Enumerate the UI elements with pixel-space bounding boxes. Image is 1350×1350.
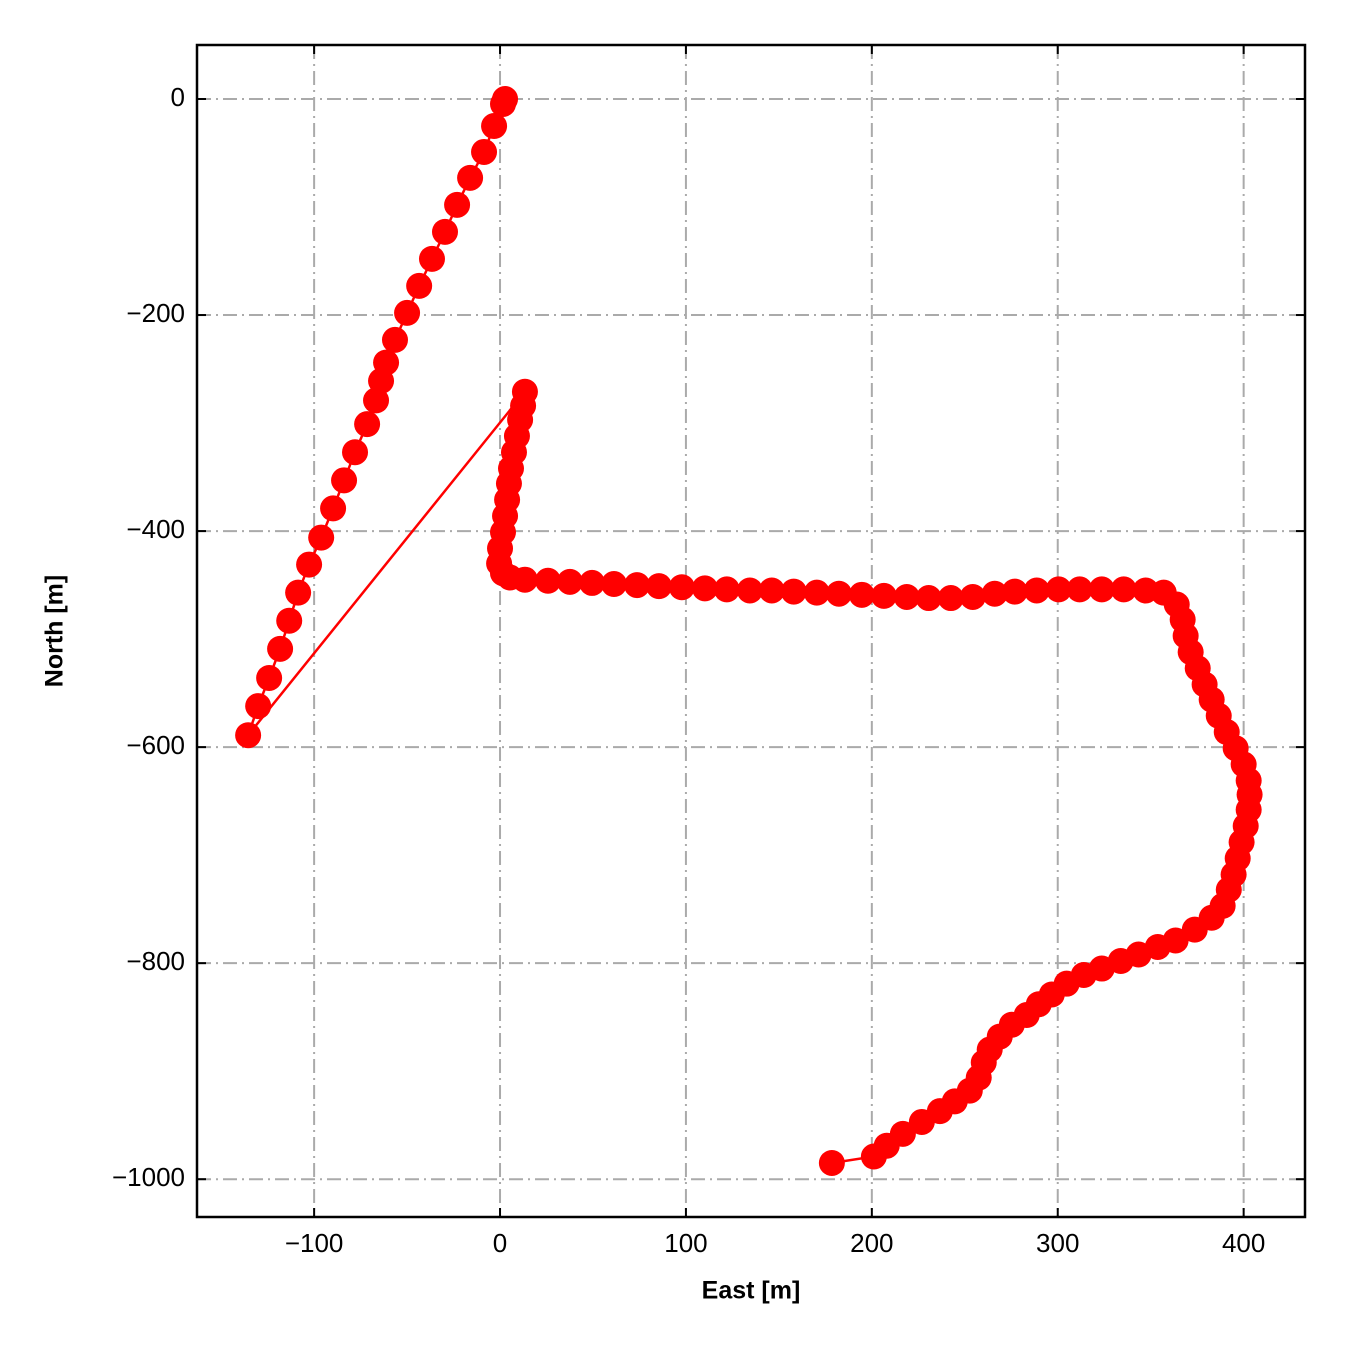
x-tick-label: 300 <box>1036 1228 1079 1258</box>
point <box>893 583 920 610</box>
y-tick-label: −200 <box>126 298 185 328</box>
point <box>511 566 538 593</box>
point <box>981 580 1008 607</box>
point <box>959 583 986 610</box>
x-tick-label: −100 <box>285 1228 344 1258</box>
point <box>276 607 303 634</box>
point <box>825 580 852 607</box>
point <box>1045 576 1072 603</box>
point <box>431 218 458 245</box>
point <box>1088 576 1115 603</box>
x-tick-label: 200 <box>850 1228 893 1258</box>
point <box>235 722 262 749</box>
point <box>245 693 272 720</box>
point <box>780 578 807 605</box>
point <box>848 581 875 608</box>
point <box>600 571 627 598</box>
point <box>624 572 651 599</box>
y-tick-label: −400 <box>126 514 185 544</box>
point <box>937 585 964 612</box>
point <box>381 326 408 353</box>
point <box>256 664 283 691</box>
point <box>418 245 445 272</box>
point <box>736 577 763 604</box>
point <box>803 579 830 606</box>
point <box>908 1108 935 1135</box>
point <box>713 576 740 603</box>
point <box>645 573 672 600</box>
point <box>394 299 421 326</box>
point <box>1001 578 1028 605</box>
point <box>818 1149 845 1176</box>
point <box>691 575 718 602</box>
point <box>1181 916 1208 943</box>
point <box>457 164 484 191</box>
point <box>1110 576 1137 603</box>
x-axis-label: East [m] <box>702 1277 801 1305</box>
y-tick-label: 0 <box>171 82 185 112</box>
plot-frame <box>195 43 1307 1219</box>
point <box>354 411 381 438</box>
point <box>368 367 395 394</box>
point <box>758 577 785 604</box>
point <box>579 569 606 596</box>
point <box>534 567 561 594</box>
point <box>860 1143 887 1170</box>
point <box>406 272 433 299</box>
y-tick-label: −600 <box>126 730 185 760</box>
point <box>342 439 369 466</box>
point <box>444 191 471 218</box>
x-tick-label: 400 <box>1222 1228 1265 1258</box>
point <box>363 387 390 414</box>
point <box>1023 577 1050 604</box>
y-tick-label: −800 <box>126 946 185 976</box>
point <box>285 579 312 606</box>
point <box>668 574 695 601</box>
y-axis-label: North [m] <box>41 575 69 687</box>
point <box>331 467 358 494</box>
point <box>267 635 294 662</box>
x-tick-label: 0 <box>493 1228 507 1258</box>
point <box>320 495 347 522</box>
point <box>471 138 498 165</box>
point <box>308 524 335 551</box>
point <box>481 113 508 140</box>
point <box>490 90 517 117</box>
point <box>915 585 942 612</box>
point <box>296 551 323 578</box>
point <box>1066 576 1093 603</box>
point <box>870 582 897 609</box>
y-tick-label: −1000 <box>112 1162 185 1192</box>
point <box>556 568 583 595</box>
x-tick-label: 100 <box>664 1228 707 1258</box>
